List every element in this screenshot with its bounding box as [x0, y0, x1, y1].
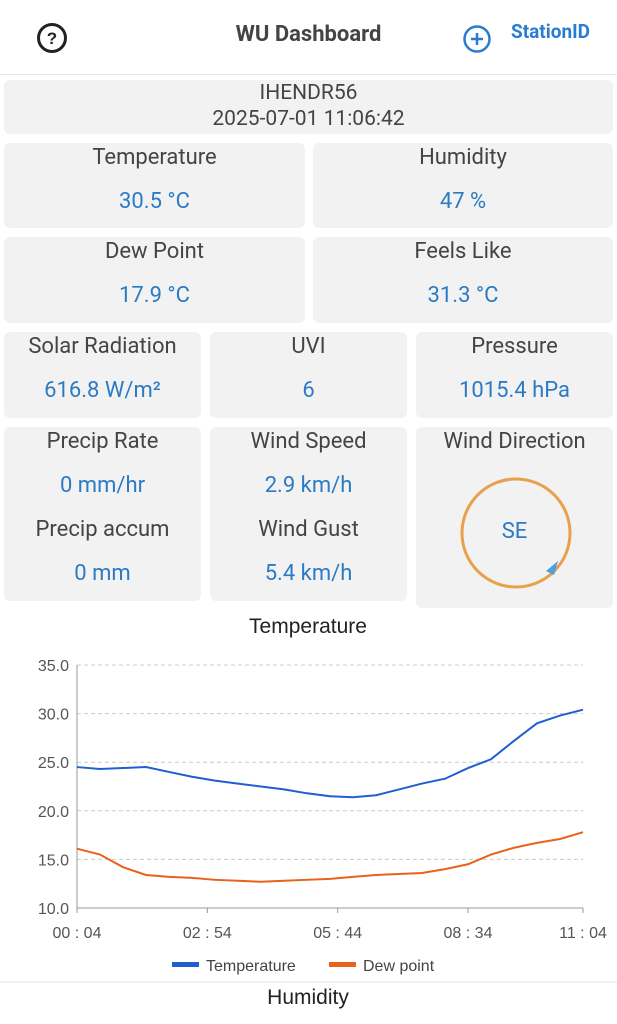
help-button[interactable]: ?	[36, 22, 68, 54]
metric-card: Feels Like 31.3 °C	[313, 237, 613, 323]
station-id: IHENDR56	[259, 81, 358, 105]
metric-card: Dew Point 17.9 °C	[4, 237, 305, 323]
metric-value: 30.5 °C	[119, 189, 190, 214]
x-tick-label: 02 : 54	[183, 925, 232, 942]
metric-card: Solar Radiation 616.8 W/m²	[4, 332, 201, 418]
metric-label: Solar Radiation	[28, 334, 177, 359]
x-tick-label: 00 : 04	[53, 925, 102, 942]
metric-label: Wind Direction	[443, 429, 586, 454]
metric-value: 2.9 km/h	[264, 473, 353, 498]
legend-swatch	[329, 962, 356, 967]
y-tick-label: 30.0	[38, 707, 69, 724]
section-title: Humidity	[267, 986, 349, 1009]
metric-value: 17.9 °C	[119, 283, 190, 308]
legend-swatch	[172, 962, 199, 967]
metric-label: UVI	[291, 334, 326, 359]
x-tick-label: 11 : 04	[559, 925, 607, 942]
legend-label: Dew point	[363, 958, 435, 975]
chart-title: Temperature	[249, 615, 367, 638]
x-tick-label: 05 : 44	[313, 925, 362, 942]
metric-card: Precip Rate 0 mm/hr Precip accum 0 mm	[4, 427, 201, 601]
metric-card: Wind Direction SE	[416, 427, 613, 608]
app-title: WU Dashboard	[235, 22, 382, 47]
metric-card: Pressure 1015.4 hPa	[416, 332, 613, 418]
metric-card: Humidity 47 %	[313, 143, 613, 228]
metric-label: Pressure	[471, 334, 558, 359]
metric-value: 47 %	[439, 189, 487, 214]
timestamp: 2025-07-01 11:06:42	[212, 107, 405, 131]
metric-card: Wind Speed 2.9 km/h Wind Gust 5.4 km/h	[210, 427, 407, 601]
app-bar: ? WU Dashboard StationID	[0, 0, 617, 75]
svg-text:?: ?	[47, 29, 57, 48]
metric-value: SE	[501, 519, 528, 544]
metric-value: 6	[302, 378, 315, 403]
y-tick-label: 35.0	[38, 658, 69, 675]
x-tick-label: 08 : 34	[444, 925, 493, 942]
metric-label: Humidity	[419, 145, 507, 170]
y-tick-label: 20.0	[38, 804, 69, 821]
metric-value: 31.3 °C	[427, 283, 499, 308]
metric-value: 616.8 W/m²	[44, 378, 161, 403]
station-id-button[interactable]: StationID	[511, 20, 591, 43]
y-tick-label: 15.0	[38, 852, 69, 869]
metric-card: UVI 6	[210, 332, 407, 418]
station-card: IHENDR56 2025-07-01 11:06:42	[4, 80, 613, 134]
y-tick-label: 25.0	[38, 755, 69, 772]
series-line	[76, 708, 584, 799]
metric-label: Precip accum	[35, 517, 170, 542]
metric-label: Wind Speed	[250, 429, 367, 454]
chart: Temperature 10.0 15.0 20.0 25.0 30.0 35.0 00 : …	[0, 615, 617, 1009]
metric-label: Feels Like	[414, 239, 512, 264]
compass	[460, 477, 572, 589]
metric-value: 0 mm	[74, 561, 131, 586]
metric-label: Temperature	[92, 145, 217, 170]
y-tick-label: 10.0	[38, 901, 69, 918]
metric-card: Temperature 30.5 °C	[4, 143, 305, 228]
metric-value: 0 mm/hr	[59, 473, 146, 498]
metric-value: 5.4 km/h	[264, 561, 353, 586]
legend-label: Temperature	[206, 958, 296, 975]
metric-label: Wind Gust	[258, 517, 359, 542]
metric-value: 1015.4 hPa	[459, 378, 570, 403]
metric-label: Precip Rate	[46, 429, 159, 454]
series-line	[76, 831, 584, 883]
add-station-button[interactable]	[462, 24, 492, 54]
metric-label: Dew Point	[104, 239, 205, 264]
